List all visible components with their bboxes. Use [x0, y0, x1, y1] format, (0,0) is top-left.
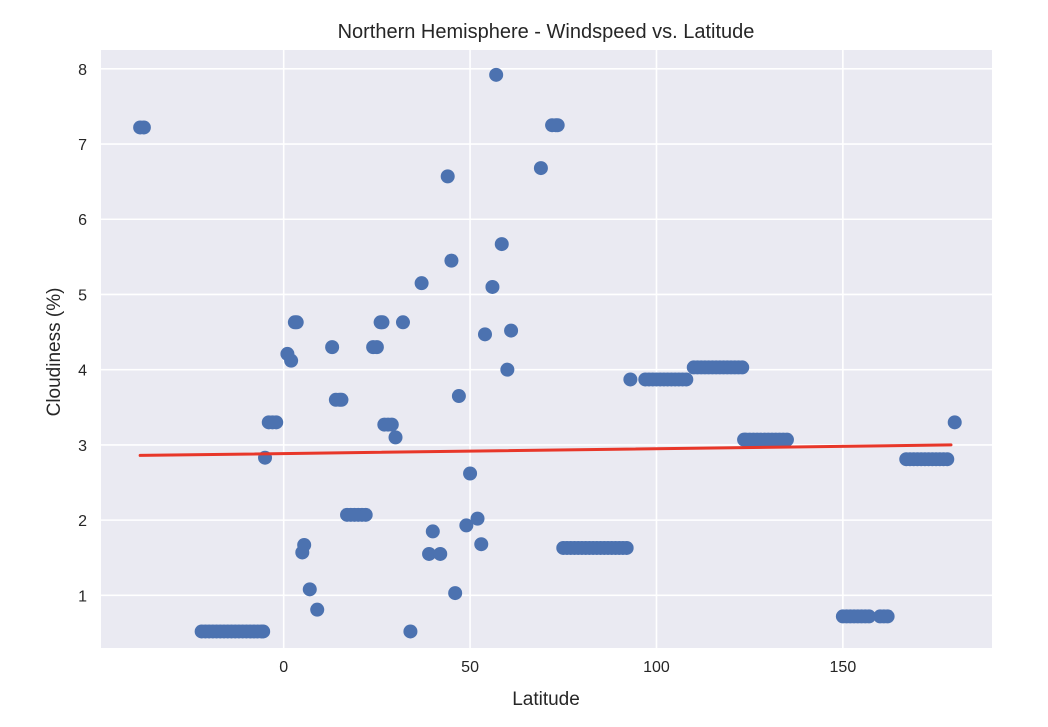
data-point [425, 524, 440, 539]
data-point [477, 327, 492, 342]
plot-background [101, 50, 992, 648]
data-point [334, 392, 349, 407]
data-point [310, 602, 325, 617]
data-point [485, 279, 500, 294]
data-point [384, 417, 399, 432]
data-point [735, 360, 750, 375]
y-tick-label: 1 [78, 588, 87, 605]
data-point [940, 452, 955, 467]
x-tick-label: 100 [643, 659, 670, 676]
y-tick-label: 6 [78, 212, 87, 229]
data-point [388, 430, 403, 445]
y-tick-label: 7 [78, 137, 87, 154]
y-tick-label: 5 [78, 287, 87, 304]
x-tick-label: 0 [279, 659, 288, 676]
data-point [779, 432, 794, 447]
data-point [679, 372, 694, 387]
y-tick-label: 4 [78, 363, 87, 380]
data-point [302, 582, 317, 597]
y-tick-labels: 1 2 3 4 5 6 7 8 [78, 62, 87, 606]
data-point [533, 161, 548, 176]
data-point [861, 609, 876, 624]
data-point [269, 415, 284, 430]
data-point [289, 315, 304, 330]
x-tick-label: 150 [830, 659, 857, 676]
data-point [459, 518, 474, 533]
data-point [284, 353, 299, 368]
data-point [489, 67, 504, 82]
data-point [444, 253, 459, 268]
y-tick-label: 8 [78, 62, 87, 79]
grid-lines [101, 50, 992, 648]
y-tick-label: 2 [78, 513, 87, 530]
y-tick-label: 3 [78, 438, 87, 455]
chart-title: Northern Hemisphere - Windspeed vs. Lati… [338, 21, 755, 43]
y-axis-label: Cloudiness (%) [44, 288, 65, 417]
data-point [369, 340, 384, 355]
data-point [440, 169, 455, 184]
data-point [623, 372, 638, 387]
data-point [403, 624, 418, 639]
data-point [947, 415, 962, 430]
x-axis-label: Latitude [512, 689, 580, 710]
data-point [448, 586, 463, 601]
data-point [358, 507, 373, 522]
data-point [451, 389, 466, 404]
regression-line [138, 443, 953, 457]
data-point [474, 537, 489, 552]
data-point [325, 340, 340, 355]
data-point [619, 540, 634, 555]
data-point [414, 276, 429, 291]
data-point [375, 315, 390, 330]
data-point [395, 315, 410, 330]
data-point [470, 511, 485, 526]
x-tick-labels: 0 50 100 150 [279, 659, 856, 676]
data-point [463, 466, 478, 481]
data-points [133, 67, 962, 639]
data-point [550, 118, 565, 133]
data-point [504, 323, 519, 338]
data-point [297, 537, 312, 552]
data-point [494, 237, 509, 252]
data-point [433, 546, 448, 561]
data-point [500, 362, 515, 377]
data-point [256, 624, 271, 639]
regression-line-group [138, 443, 953, 457]
data-point [880, 609, 895, 624]
data-point [136, 120, 151, 135]
x-tick-label: 50 [461, 659, 479, 676]
data-point [422, 546, 437, 561]
